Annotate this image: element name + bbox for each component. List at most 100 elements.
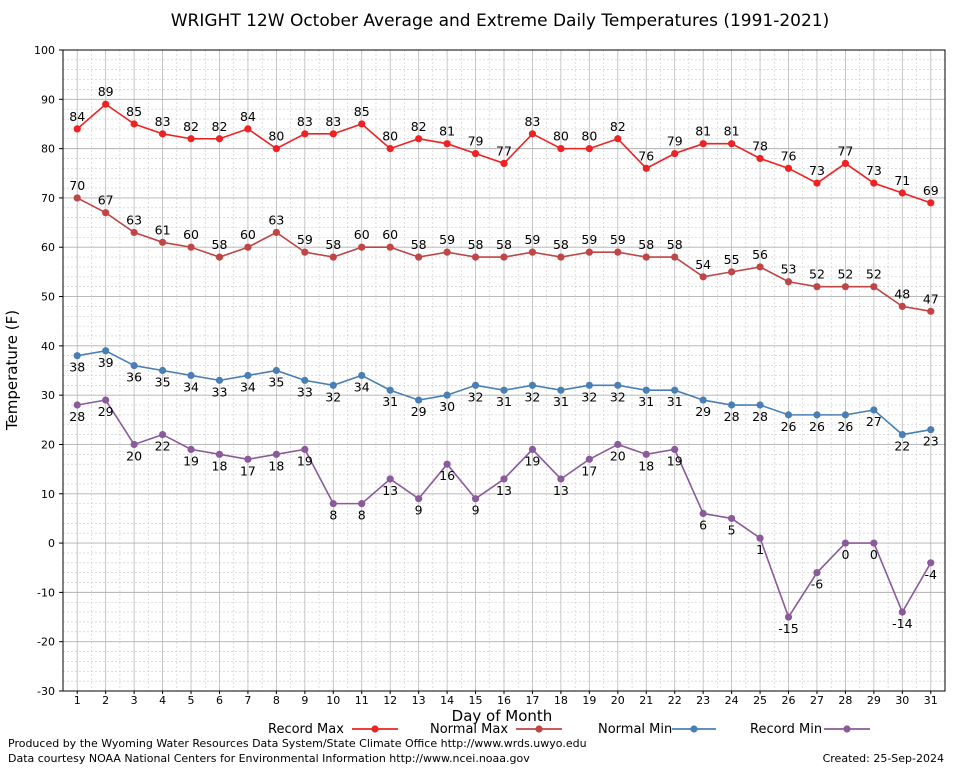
legend-label: Normal Min [598,722,672,737]
data-point [841,411,850,419]
x-tick-label: 28 [838,694,852,707]
legend-swatch-marker [535,725,543,733]
data-point [102,396,110,404]
data-point [187,135,195,143]
data-point [841,539,850,547]
data-point [215,135,224,143]
data-point [784,613,793,621]
data-label: 80 [553,129,569,144]
data-point [244,243,252,251]
x-tick-label: 9 [301,694,308,707]
data-point [443,140,451,148]
data-label: 36 [126,370,142,385]
data-point [73,352,81,360]
data-point [671,445,679,453]
data-point [386,243,394,251]
x-tick-label: 7 [244,694,251,707]
data-label: 8 [329,508,337,523]
data-label: 35 [268,375,284,390]
data-point [585,248,593,256]
data-point [927,199,935,207]
data-point [158,431,167,439]
y-tick-label: -10 [37,586,55,599]
data-point [614,135,622,143]
y-tick-label: 30 [41,389,55,402]
data-point [358,120,366,128]
x-tick-label: 14 [440,694,454,707]
grid [63,49,945,692]
data-label: 23 [923,434,939,449]
data-label: 9 [415,503,423,518]
data-point [557,145,565,153]
data-point [813,569,821,577]
data-label: 59 [581,232,597,247]
data-label: 60 [354,227,370,242]
data-label: 29 [98,404,114,419]
x-tick-label: 4 [159,694,166,707]
data-label: 52 [809,267,825,282]
data-label: 27 [866,414,882,429]
data-label: 0 [870,547,878,562]
data-point [500,159,508,168]
data-label: 32 [581,389,597,404]
data-label: 1 [756,542,764,557]
data-label: 32 [610,389,626,404]
data-label: 58 [325,237,341,252]
legend-label: Record Min [750,722,822,737]
data-label: 52 [837,267,853,282]
data-point [841,159,850,168]
x-tick-label: 24 [725,694,739,707]
data-label: 31 [553,394,569,409]
x-tick-label: 8 [273,694,280,707]
data-label: 19 [183,453,199,468]
data-point [784,278,793,286]
data-label: 59 [524,232,540,247]
footer-created-date: Created: 25-Sep-2024 [823,752,944,765]
x-tick-label: 2 [102,694,109,707]
data-point [870,283,878,291]
data-point [244,371,252,380]
data-point [614,440,622,449]
y-tick-label: 70 [41,192,55,205]
data-point [927,426,935,434]
data-point [671,386,679,394]
x-tick-label: 16 [497,694,511,707]
data-label: 60 [183,227,199,242]
data-point [130,440,138,449]
data-label: 19 [667,453,683,468]
data-label: 26 [781,419,797,434]
data-point [415,135,423,143]
data-label: 58 [468,237,484,252]
data-point [471,253,480,261]
x-axis-label: Day of Month [452,707,553,725]
data-label: 89 [98,84,114,99]
x-tick-label: 20 [611,694,625,707]
legend-swatch-marker [690,725,698,733]
y-axis-label: Temperature (F) [3,310,21,431]
data-label: 38 [69,360,85,375]
data-label: 85 [126,104,142,119]
data-point [329,381,337,389]
data-point [130,361,138,370]
data-point [471,495,480,503]
data-label: 18 [212,458,228,473]
data-label: 33 [212,384,228,399]
data-point [699,273,707,281]
chart-title: WRIGHT 12W October Average and Extreme D… [171,11,830,31]
data-label: 35 [155,375,171,390]
data-point [898,431,906,439]
data-label: 80 [581,129,597,144]
data-label: 73 [809,163,825,178]
data-label: 61 [155,222,171,237]
data-label: 28 [752,409,768,424]
data-point [813,411,821,419]
data-label: 78 [752,138,768,153]
data-label: 82 [212,119,228,134]
data-point [244,125,252,133]
data-point [471,149,480,158]
data-point [927,307,935,315]
data-point [728,268,736,276]
data-label: 59 [610,232,626,247]
